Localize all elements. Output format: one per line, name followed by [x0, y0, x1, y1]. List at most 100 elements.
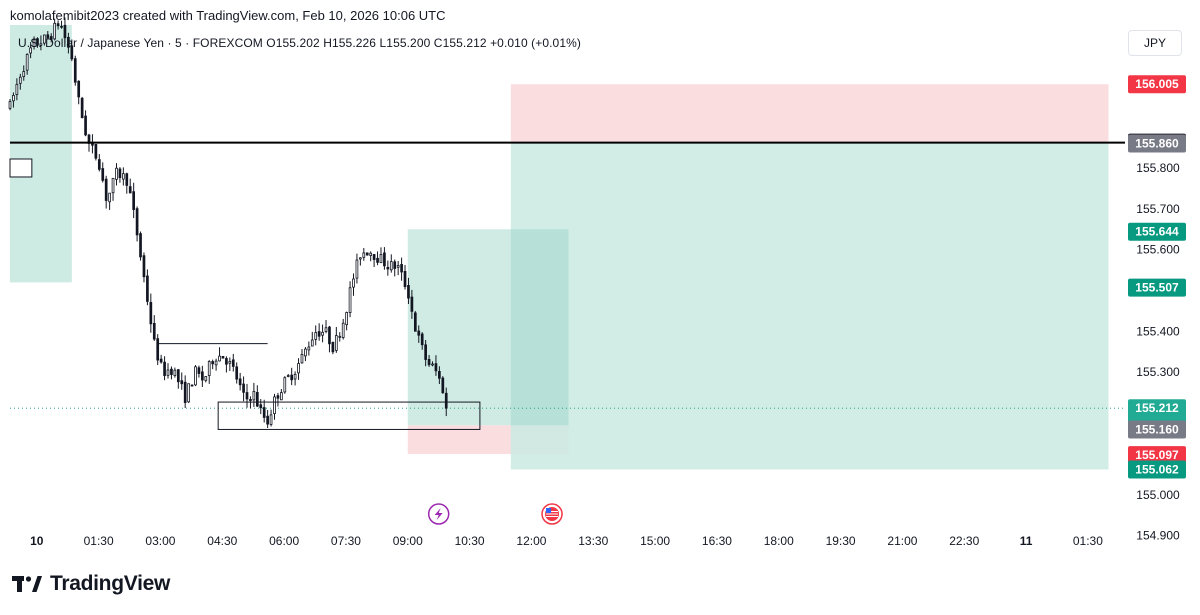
candle-body: [441, 377, 445, 394]
candle: [328, 325, 331, 353]
candle: [70, 39, 74, 62]
candle: [280, 388, 283, 401]
candle-body: [190, 384, 194, 387]
candle: [410, 289, 414, 319]
candle-body: [389, 261, 393, 271]
candle: [46, 31, 50, 40]
candle: [235, 362, 239, 384]
time-tick-label: 18:00: [764, 534, 794, 548]
position-overlap-zone: [510, 229, 569, 426]
candle: [365, 252, 369, 256]
candle-body: [307, 346, 311, 351]
candle-body: [372, 254, 376, 260]
candle-body: [73, 58, 77, 83]
candle-body: [84, 115, 87, 136]
candle: [300, 349, 304, 364]
candle: [348, 281, 352, 318]
candle-body: [60, 25, 63, 28]
candle: [80, 96, 84, 119]
time-tick-label: 21:00: [887, 534, 917, 548]
candle-body: [53, 22, 56, 40]
currency-button[interactable]: JPY: [1128, 30, 1182, 56]
candle-body: [139, 233, 142, 258]
time-tick-label: 06:00: [269, 534, 299, 548]
candle-body: [314, 332, 318, 340]
candle: [242, 376, 245, 402]
candle-body: [201, 371, 204, 381]
time-axis[interactable]: 10 01:30 03:00 04:30 06:00 07:30 09:00 10:30 12:…: [30, 534, 1103, 548]
candle: [221, 356, 225, 359]
candle: [218, 347, 221, 362]
candle: [128, 178, 132, 194]
candle: [286, 373, 290, 378]
time-tick-label: 19:30: [826, 534, 856, 548]
candle: [293, 371, 297, 386]
price-label-target: 155.507: [1128, 278, 1186, 297]
candle-body: [359, 257, 362, 260]
candle: [49, 33, 53, 43]
candle: [91, 134, 94, 154]
candle-body: [159, 358, 163, 363]
candle-body: [438, 370, 441, 379]
candle-body: [328, 326, 331, 345]
price-label-stop: 156.005: [1128, 75, 1186, 94]
price-tick-label: 155.300: [1136, 365, 1180, 379]
candle: [424, 340, 427, 367]
candle-body: [204, 376, 208, 381]
price-tick-label: 155.400: [1136, 324, 1180, 338]
candle-body: [242, 383, 245, 393]
candle-body: [317, 331, 321, 337]
candle-body: [376, 257, 379, 263]
price-label-ref: 155.160: [1128, 420, 1186, 439]
candle: [166, 363, 170, 379]
candle: [56, 20, 60, 30]
time-tick-label: 15:00: [640, 534, 670, 548]
candle-body: [259, 404, 263, 409]
candle-body: [235, 366, 239, 380]
candle: [115, 163, 118, 186]
candle: [101, 162, 105, 183]
candle: [262, 399, 266, 423]
time-tick-label: 11: [1020, 534, 1033, 548]
symbol-info-legend[interactable]: U.S. Dollar / Japanese Yen · 5 · FOREXCO…: [18, 36, 581, 50]
candle-body: [403, 270, 407, 288]
candle: [252, 382, 256, 407]
candle-body: [255, 392, 259, 407]
candle: [201, 365, 204, 387]
candle: [39, 35, 43, 51]
candle: [238, 372, 242, 391]
candles-layer: [8, 17, 448, 428]
candle-body: [434, 363, 438, 372]
price-label-background: [1128, 222, 1186, 241]
candle: [379, 247, 383, 264]
candle-body: [400, 264, 403, 273]
candle-body: [211, 361, 215, 365]
candle: [12, 92, 15, 108]
candle: [331, 341, 335, 355]
candle-body: [8, 101, 12, 109]
candle-body: [46, 34, 50, 39]
candle-body: [149, 302, 153, 325]
candle-body: [135, 208, 139, 236]
candle: [283, 376, 287, 394]
candle-body: [383, 252, 386, 267]
flag-canton: [546, 508, 552, 513]
price-label-text: 155.507: [1135, 281, 1179, 295]
candle-body: [115, 167, 118, 180]
candle-body: [152, 322, 156, 340]
candle-body: [142, 255, 146, 278]
candle: [383, 247, 386, 270]
candle-body: [70, 45, 74, 60]
rectangle-box-0: [217, 401, 481, 430]
event-markers-layer: [427, 503, 563, 525]
candle-body: [183, 381, 187, 403]
time-tick-label: 01:30: [1073, 534, 1103, 548]
candle-body: [15, 83, 19, 95]
drawings-layer: [9, 141, 1125, 430]
candle: [60, 20, 63, 29]
candle: [73, 55, 77, 86]
candle-body: [128, 186, 132, 194]
candle: [111, 177, 115, 201]
candle-body: [218, 355, 221, 362]
